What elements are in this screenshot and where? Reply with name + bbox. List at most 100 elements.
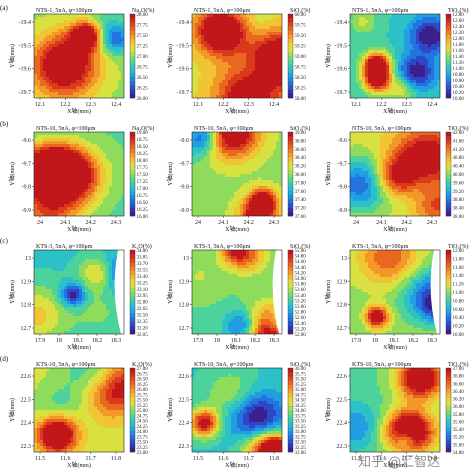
heatmap-cell <box>55 186 59 190</box>
heatmap-cell <box>261 89 265 93</box>
heatmap-cell <box>407 86 411 90</box>
heatmap-cell <box>401 26 405 30</box>
heatmap-cell <box>112 138 116 142</box>
heatmap-cell <box>365 141 369 145</box>
heatmap-cell <box>264 89 268 93</box>
heatmap-cell <box>261 95 265 98</box>
heatmap-cell <box>410 135 414 139</box>
heatmap-cell <box>392 50 396 54</box>
heatmap-cell <box>240 68 244 72</box>
heatmap-cell <box>404 71 408 75</box>
heatmap-cell <box>67 59 71 63</box>
heatmap-cell <box>195 189 199 193</box>
heatmap-cell <box>97 95 101 98</box>
heatmap-cell <box>97 204 101 208</box>
heatmap-cell <box>359 17 363 21</box>
heatmap-cell <box>52 83 56 87</box>
heatmap-cell <box>37 62 41 66</box>
heatmap-cell <box>225 74 229 78</box>
heatmap-cell <box>225 62 229 66</box>
heatmap-cell <box>43 68 47 72</box>
heatmap-cell <box>407 171 411 175</box>
heatmap-cell <box>377 41 381 45</box>
heatmap-cell <box>118 198 122 202</box>
heatmap-cell <box>204 195 208 199</box>
heatmap-cell <box>52 138 56 142</box>
heatmap-cell <box>192 53 196 57</box>
heatmap-cell <box>273 32 277 36</box>
heatmap-cell <box>222 20 226 24</box>
heatmap-cell <box>392 174 396 178</box>
heatmap-cell <box>237 89 241 93</box>
heatmap-cell <box>109 207 113 211</box>
heatmap-cell <box>261 59 265 63</box>
heatmap-cell <box>64 207 68 211</box>
heatmap-cell <box>195 71 199 75</box>
heatmap-cell <box>258 65 262 69</box>
heatmap-cell <box>279 83 282 87</box>
heatmap-cell <box>67 47 71 51</box>
heatmap-cell <box>431 50 435 54</box>
heatmap-cell <box>395 165 399 169</box>
heatmap-cell <box>112 83 116 87</box>
colorbar-segment <box>130 14 135 19</box>
heatmap-cell <box>276 23 280 27</box>
heatmap-cell <box>255 156 259 160</box>
heatmap-cell <box>112 201 116 205</box>
heatmap-cell <box>121 201 124 205</box>
heatmap-cell <box>204 86 208 90</box>
heatmap-cell <box>401 141 405 145</box>
heatmap-cell <box>252 210 256 214</box>
heatmap-cell <box>380 177 384 181</box>
heatmap-cell <box>255 180 259 184</box>
heatmap-cell <box>219 20 223 24</box>
heatmap-cell <box>377 26 381 30</box>
heatmap-cell <box>276 17 280 21</box>
heatmap-cell <box>210 74 214 78</box>
heatmap-cell <box>398 17 402 21</box>
heatmap-cell <box>240 204 244 208</box>
heatmap-cell <box>362 162 366 166</box>
heatmap-cell <box>207 189 211 193</box>
heatmap-cell <box>73 144 77 148</box>
heatmap-cell <box>222 80 226 84</box>
heatmap-cell <box>419 65 423 69</box>
colorbar-segment <box>288 157 293 162</box>
heatmap-cell <box>58 83 62 87</box>
heatmap-cell <box>94 189 98 193</box>
heatmap-cell <box>353 83 357 87</box>
heatmap-cell <box>353 138 357 142</box>
heatmap-cell <box>273 159 277 163</box>
heatmap-cell <box>112 23 116 27</box>
heatmap-cell <box>195 86 199 90</box>
heatmap-cell <box>255 95 259 98</box>
heatmap-cell <box>410 174 414 178</box>
heatmap-cell <box>395 95 399 98</box>
heatmap-cell <box>365 68 369 72</box>
heatmap-cell <box>55 174 59 178</box>
heatmap-cell <box>404 17 408 21</box>
heatmap-cell <box>362 59 366 63</box>
heatmap-cell <box>58 95 62 98</box>
y-tick-label: -19.5 <box>335 43 348 49</box>
heatmap-cell <box>192 159 196 163</box>
heatmap-cell <box>46 26 50 30</box>
heatmap-cell <box>267 14 271 18</box>
heatmap-cell <box>249 171 253 175</box>
heatmap-cell <box>374 171 378 175</box>
heatmap-cell <box>422 156 426 160</box>
heatmap-cell <box>106 68 110 72</box>
heatmap-cell <box>100 180 104 184</box>
heatmap-cell <box>207 165 211 169</box>
heatmap-cell <box>103 71 107 75</box>
heatmap-cell <box>252 198 256 202</box>
heatmap-cell <box>258 192 262 196</box>
heatmap-cell <box>106 186 110 190</box>
heatmap-cell <box>106 165 110 169</box>
heatmap-cell <box>216 204 220 208</box>
heatmap-cell <box>243 74 247 78</box>
heatmap-cell <box>195 201 199 205</box>
heatmap-cell <box>115 74 119 78</box>
heatmap-cell <box>267 204 271 208</box>
heatmap-cell <box>73 86 77 90</box>
